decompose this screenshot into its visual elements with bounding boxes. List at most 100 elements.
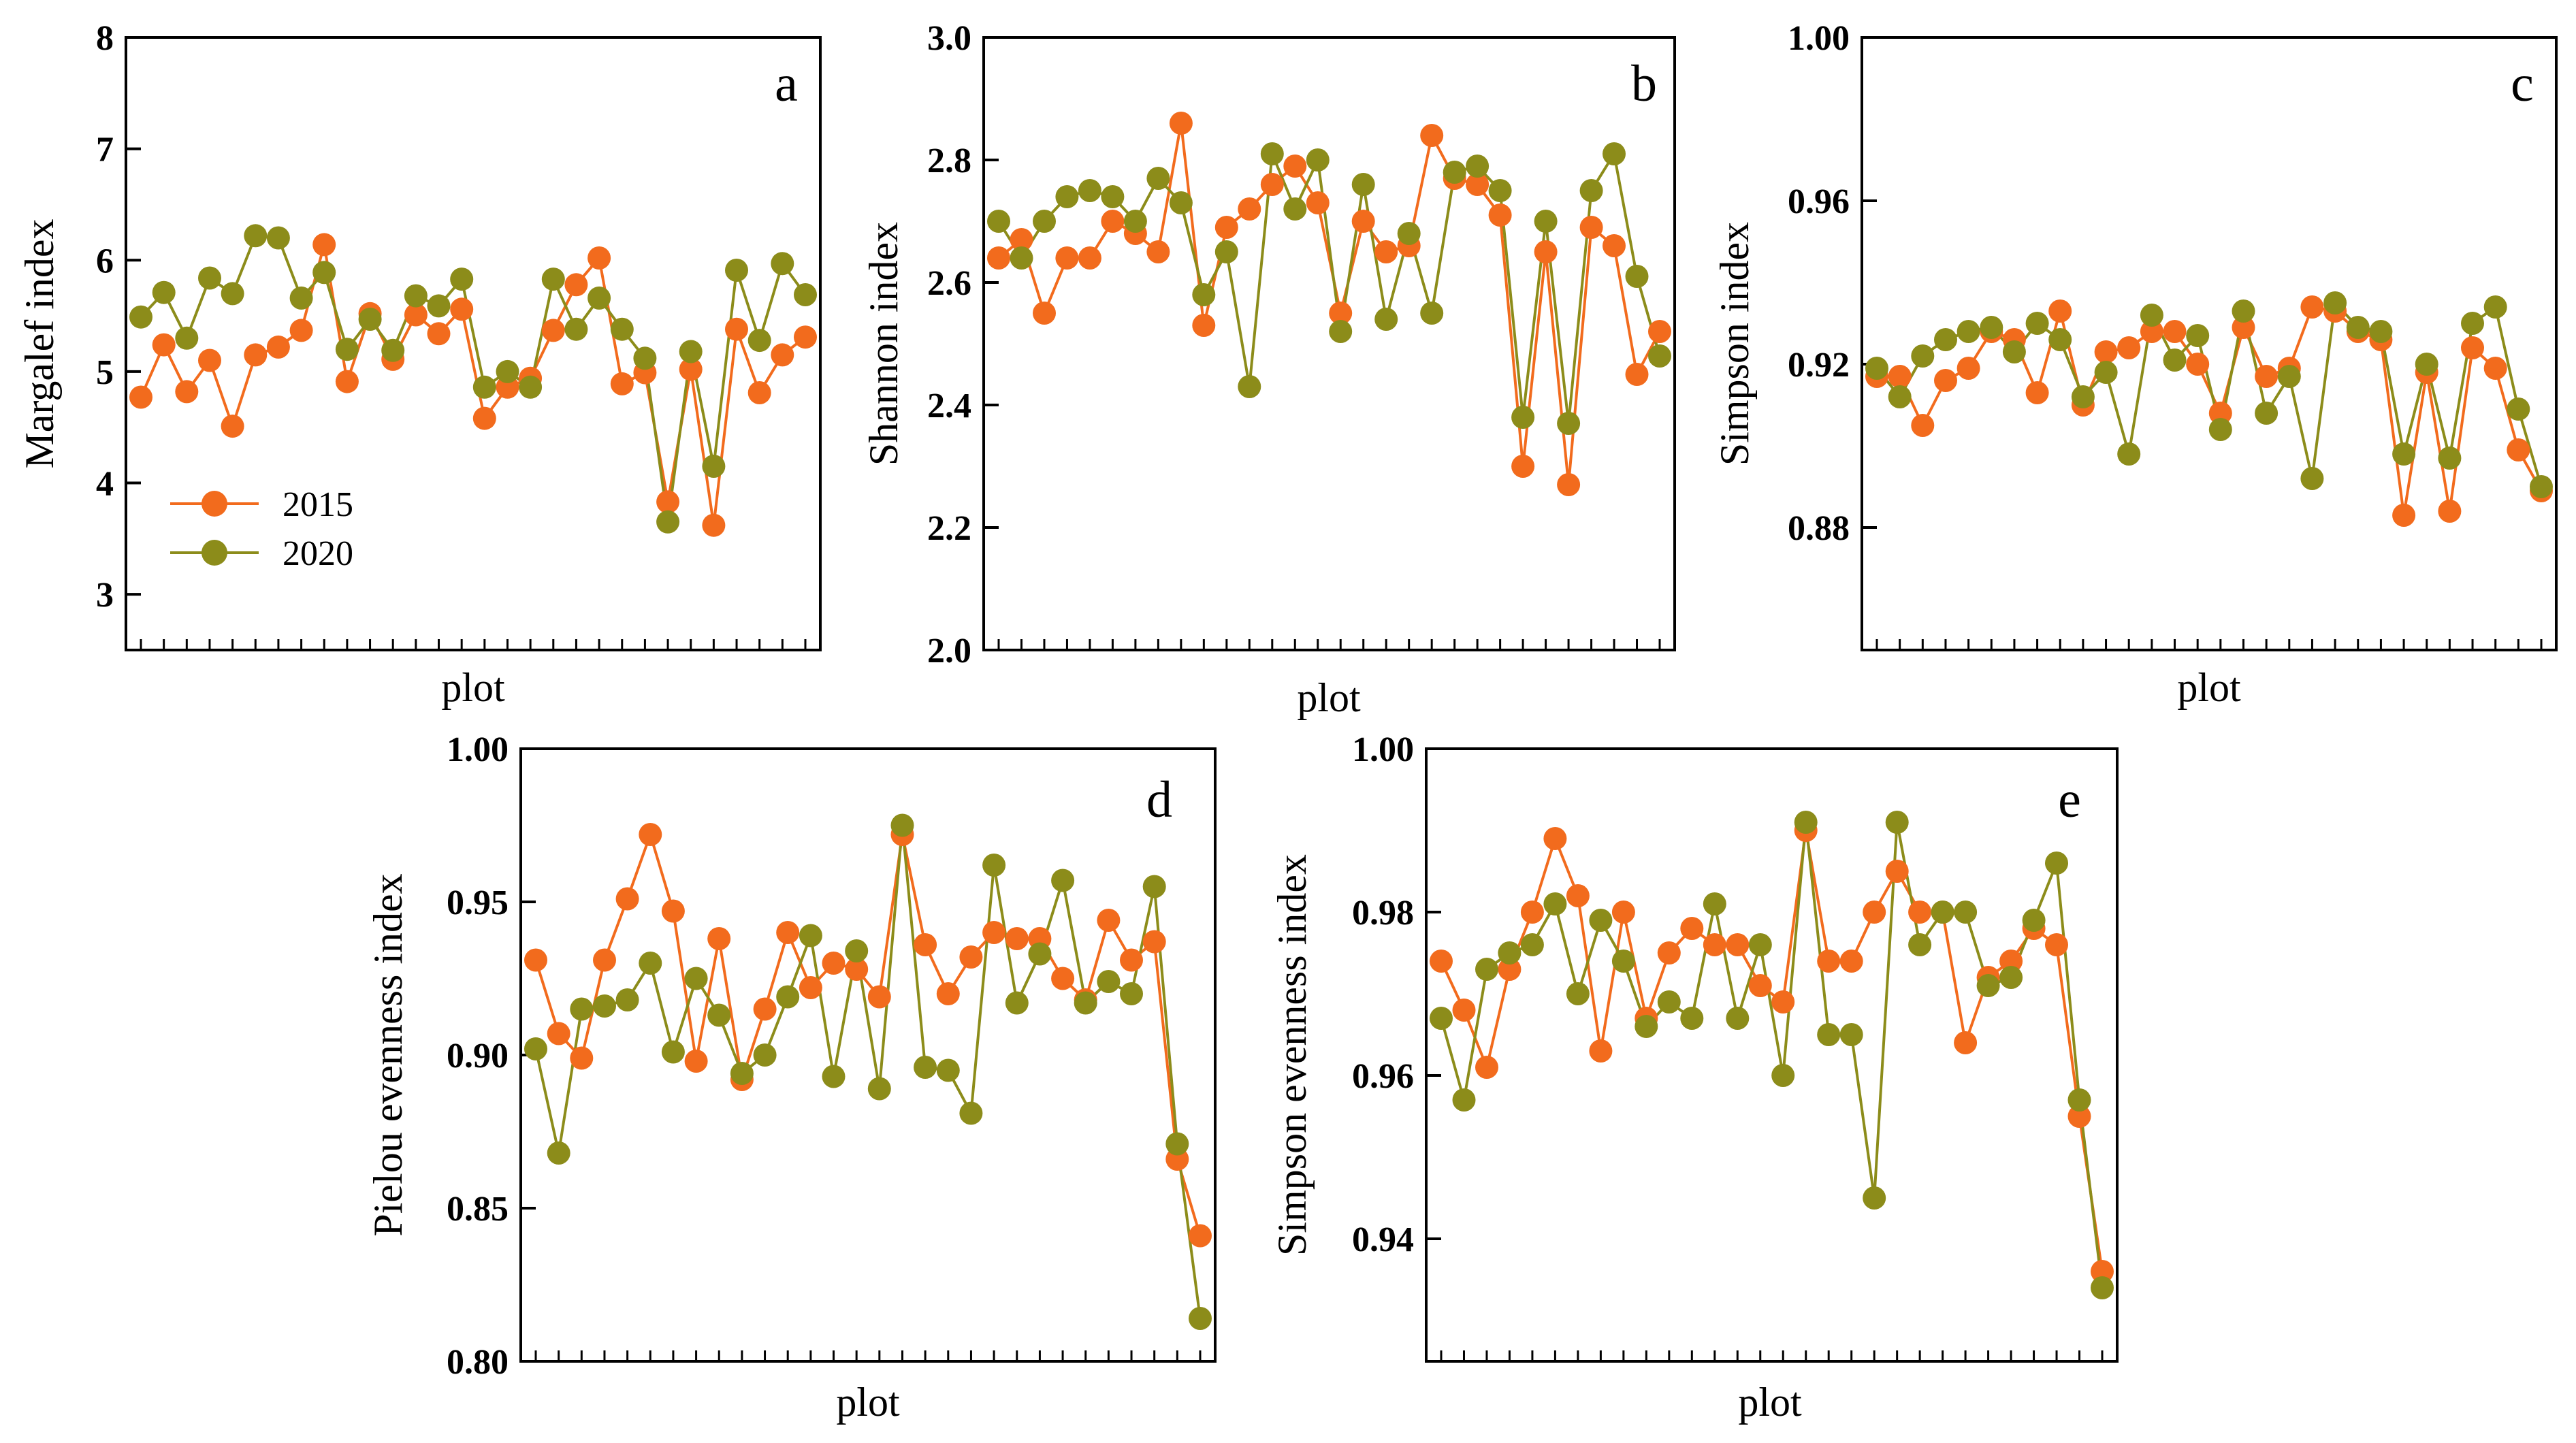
panel-b-point-2015 bbox=[1192, 314, 1216, 337]
panel-b-point-2015 bbox=[1648, 320, 1671, 343]
panel-b-point-2020 bbox=[1260, 142, 1284, 165]
panel-d-point-2020 bbox=[936, 1058, 960, 1082]
panel-a-point-2020 bbox=[656, 510, 680, 534]
panel-b-point-2015 bbox=[1101, 210, 1125, 233]
panel-a-point-2015 bbox=[587, 246, 611, 270]
panel-e-point-2015 bbox=[1430, 950, 1453, 973]
panel-c-point-2020 bbox=[2232, 299, 2255, 323]
panel-d-point-2015 bbox=[982, 921, 1006, 944]
panel-b-point-2015 bbox=[1214, 216, 1238, 239]
panel-a-frame bbox=[125, 36, 822, 651]
panel-c-point-2020 bbox=[2392, 442, 2416, 466]
panel-d-pielou: 0.80 0.85 0.90 0.95 1.00 d Pielou evenness i… bbox=[366, 730, 1217, 1425]
panel-d-point-2020 bbox=[730, 1062, 754, 1085]
panel-c-ytick-label: 1.00 bbox=[1788, 19, 1850, 58]
legend-marker-2020 bbox=[202, 540, 227, 566]
panel-b-point-2020 bbox=[987, 210, 1010, 233]
panel-a-point-2015 bbox=[541, 319, 565, 342]
panel-c-point-2020 bbox=[1888, 385, 1912, 408]
panel-e-point-2015 bbox=[1771, 990, 1795, 1014]
panel-d-point-2015 bbox=[524, 948, 547, 972]
panel-d-point-2020 bbox=[890, 813, 914, 837]
panel-e-point-2020 bbox=[1452, 1088, 1476, 1112]
panel-d-ytick-label: 0.90 bbox=[447, 1037, 509, 1075]
panel-d-point-2015 bbox=[959, 945, 983, 969]
panel-a-point-2015 bbox=[771, 343, 794, 367]
panel-a-point-2015 bbox=[129, 385, 152, 409]
panel-e-point-2020 bbox=[1657, 990, 1681, 1014]
panel-c-point-2020 bbox=[1957, 320, 1980, 343]
panel-a-point-2020 bbox=[541, 267, 565, 291]
panel-d-frame bbox=[519, 747, 1217, 1363]
panel-e-label: e bbox=[2058, 771, 2081, 828]
panel-a-point-2020 bbox=[771, 252, 794, 276]
panel-b-ytick-label: 2.2 bbox=[927, 509, 971, 548]
panel-a-point-2020 bbox=[496, 359, 519, 383]
panel-d-point-2020 bbox=[1189, 1307, 1212, 1330]
panel-d-ytick-label: 0.85 bbox=[447, 1190, 509, 1229]
panel-d-point-2015 bbox=[1097, 909, 1121, 932]
panel-b-point-2020 bbox=[1374, 308, 1398, 331]
panel-a-ytick-label: 7 bbox=[96, 131, 114, 169]
panel-d-y-ticks: 0.80 0.85 0.90 0.95 1.00 bbox=[447, 730, 1202, 1382]
panel-e-frame bbox=[1425, 747, 2119, 1363]
panel-e-point-2015 bbox=[1908, 901, 1932, 924]
panel-b-shannon: 2.0 2.2 2.4 2.6 2.8 3.0 b Shannon index plot bbox=[861, 19, 1676, 720]
panel-c-point-2015 bbox=[2461, 336, 2484, 359]
panel-d-point-2015 bbox=[936, 982, 960, 1005]
panel-d-point-2015 bbox=[684, 1050, 708, 1073]
panel-e-point-2020 bbox=[1954, 901, 1978, 924]
panel-c-point-2015 bbox=[1957, 357, 1980, 380]
panel-b-point-2015 bbox=[1488, 204, 1512, 227]
panel-c-point-2020 bbox=[1911, 344, 1935, 368]
panel-c-point-2020 bbox=[1934, 328, 1957, 351]
panel-d-point-2020 bbox=[822, 1065, 846, 1088]
panel-e-point-2015 bbox=[2091, 1260, 2114, 1283]
panel-b-point-2020 bbox=[1488, 179, 1512, 202]
panel-e-point-2015 bbox=[1589, 1039, 1613, 1063]
panel-c-point-2020 bbox=[2071, 385, 2095, 408]
panel-d-point-2020 bbox=[707, 1003, 731, 1027]
panel-d-label: d bbox=[1146, 771, 1172, 828]
panel-a-point-2020 bbox=[725, 259, 748, 282]
panel-a-point-2015 bbox=[312, 233, 336, 257]
panel-d-point-2015 bbox=[1142, 930, 1166, 954]
panel-b-point-2015 bbox=[1351, 210, 1375, 233]
panel-c-point-2020 bbox=[2323, 291, 2347, 314]
panel-d-point-2020 bbox=[753, 1043, 777, 1067]
panel-b-point-2020 bbox=[1283, 197, 1307, 221]
panel-b-ylabel: Shannon index bbox=[861, 222, 906, 466]
panel-b-point-2015 bbox=[1055, 246, 1079, 270]
panel-b-point-2015 bbox=[1603, 234, 1626, 257]
panel-c-point-2015 bbox=[2392, 504, 2416, 527]
panel-c-series bbox=[1865, 291, 2553, 527]
panel-d-point-2020 bbox=[982, 854, 1006, 877]
panel-c-point-2015 bbox=[2232, 316, 2255, 339]
panel-b-point-2015 bbox=[1010, 228, 1033, 251]
panel-d-point-2020 bbox=[684, 967, 708, 990]
panel-b-point-2020 bbox=[1306, 148, 1330, 172]
panel-e-point-2020 bbox=[1885, 811, 1909, 834]
panel-b-point-2020 bbox=[1033, 210, 1056, 233]
panel-a-ylabel: Margalef index bbox=[17, 218, 62, 468]
panel-e-point-2015 bbox=[1817, 950, 1841, 973]
panel-a-point-2020 bbox=[221, 282, 244, 306]
panel-c-point-2015 bbox=[2255, 365, 2279, 388]
panel-d-point-2020 bbox=[1005, 991, 1029, 1015]
panel-c-frame bbox=[1861, 36, 2558, 651]
panel-d-series bbox=[524, 813, 1212, 1330]
panel-e-point-2020 bbox=[1680, 1007, 1704, 1030]
panel-a-point-2015 bbox=[610, 372, 634, 395]
panel-b-point-2020 bbox=[1397, 222, 1421, 245]
panel-d-point-2020 bbox=[1028, 942, 1052, 966]
panel-e-point-2020 bbox=[1611, 950, 1635, 973]
panel-b-point-2020 bbox=[1192, 283, 1216, 306]
panel-c-point-2015 bbox=[2094, 340, 2118, 363]
panel-a-point-2020 bbox=[519, 375, 543, 399]
panel-e-point-2015 bbox=[1726, 933, 1750, 956]
panel-c-point-2015 bbox=[2163, 320, 2187, 343]
panel-b-point-2020 bbox=[1579, 179, 1603, 202]
panel-e-point-2020 bbox=[1726, 1007, 1750, 1030]
panel-a-margalef: 3 4 5 6 7 8 a Margalef index plot 2015 2020 bbox=[17, 19, 822, 710]
panel-e-point-2020 bbox=[1520, 933, 1544, 956]
